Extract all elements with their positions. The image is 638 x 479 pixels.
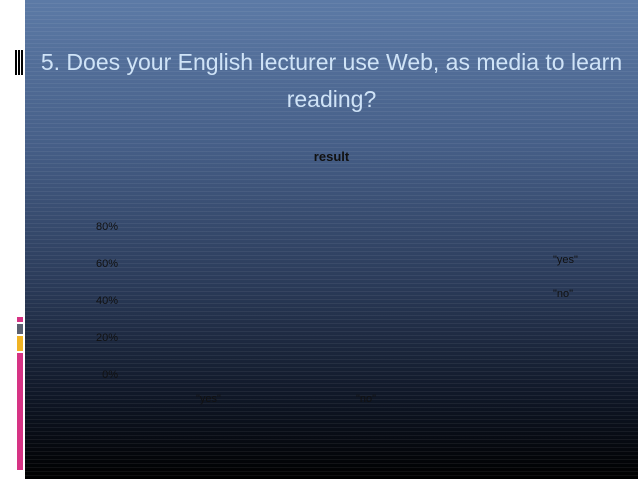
y-tick-40: 40%	[95, 295, 118, 307]
x-tick-no: "no"	[356, 393, 377, 405]
slide-background	[25, 0, 638, 479]
y-tick-60: 60%	[95, 258, 118, 270]
accent-bar-gray	[17, 324, 23, 334]
accent-bar-pink	[17, 353, 23, 470]
legend-no: "no"	[553, 288, 574, 300]
slide-title: 5. Does your English lecturer use Web, a…	[40, 49, 623, 112]
accent-bar-yellow	[17, 336, 23, 351]
legend-yes: "yes"	[553, 254, 578, 266]
x-tick-yes: "yes"	[196, 393, 221, 405]
y-tick-20: 20%	[95, 332, 118, 344]
decorative-barcode	[15, 50, 24, 75]
y-tick-0: 0%	[102, 369, 118, 381]
chart-title: result	[313, 149, 350, 164]
y-tick-80: 80%	[95, 221, 118, 233]
accent-bar-pink-small	[17, 317, 23, 322]
